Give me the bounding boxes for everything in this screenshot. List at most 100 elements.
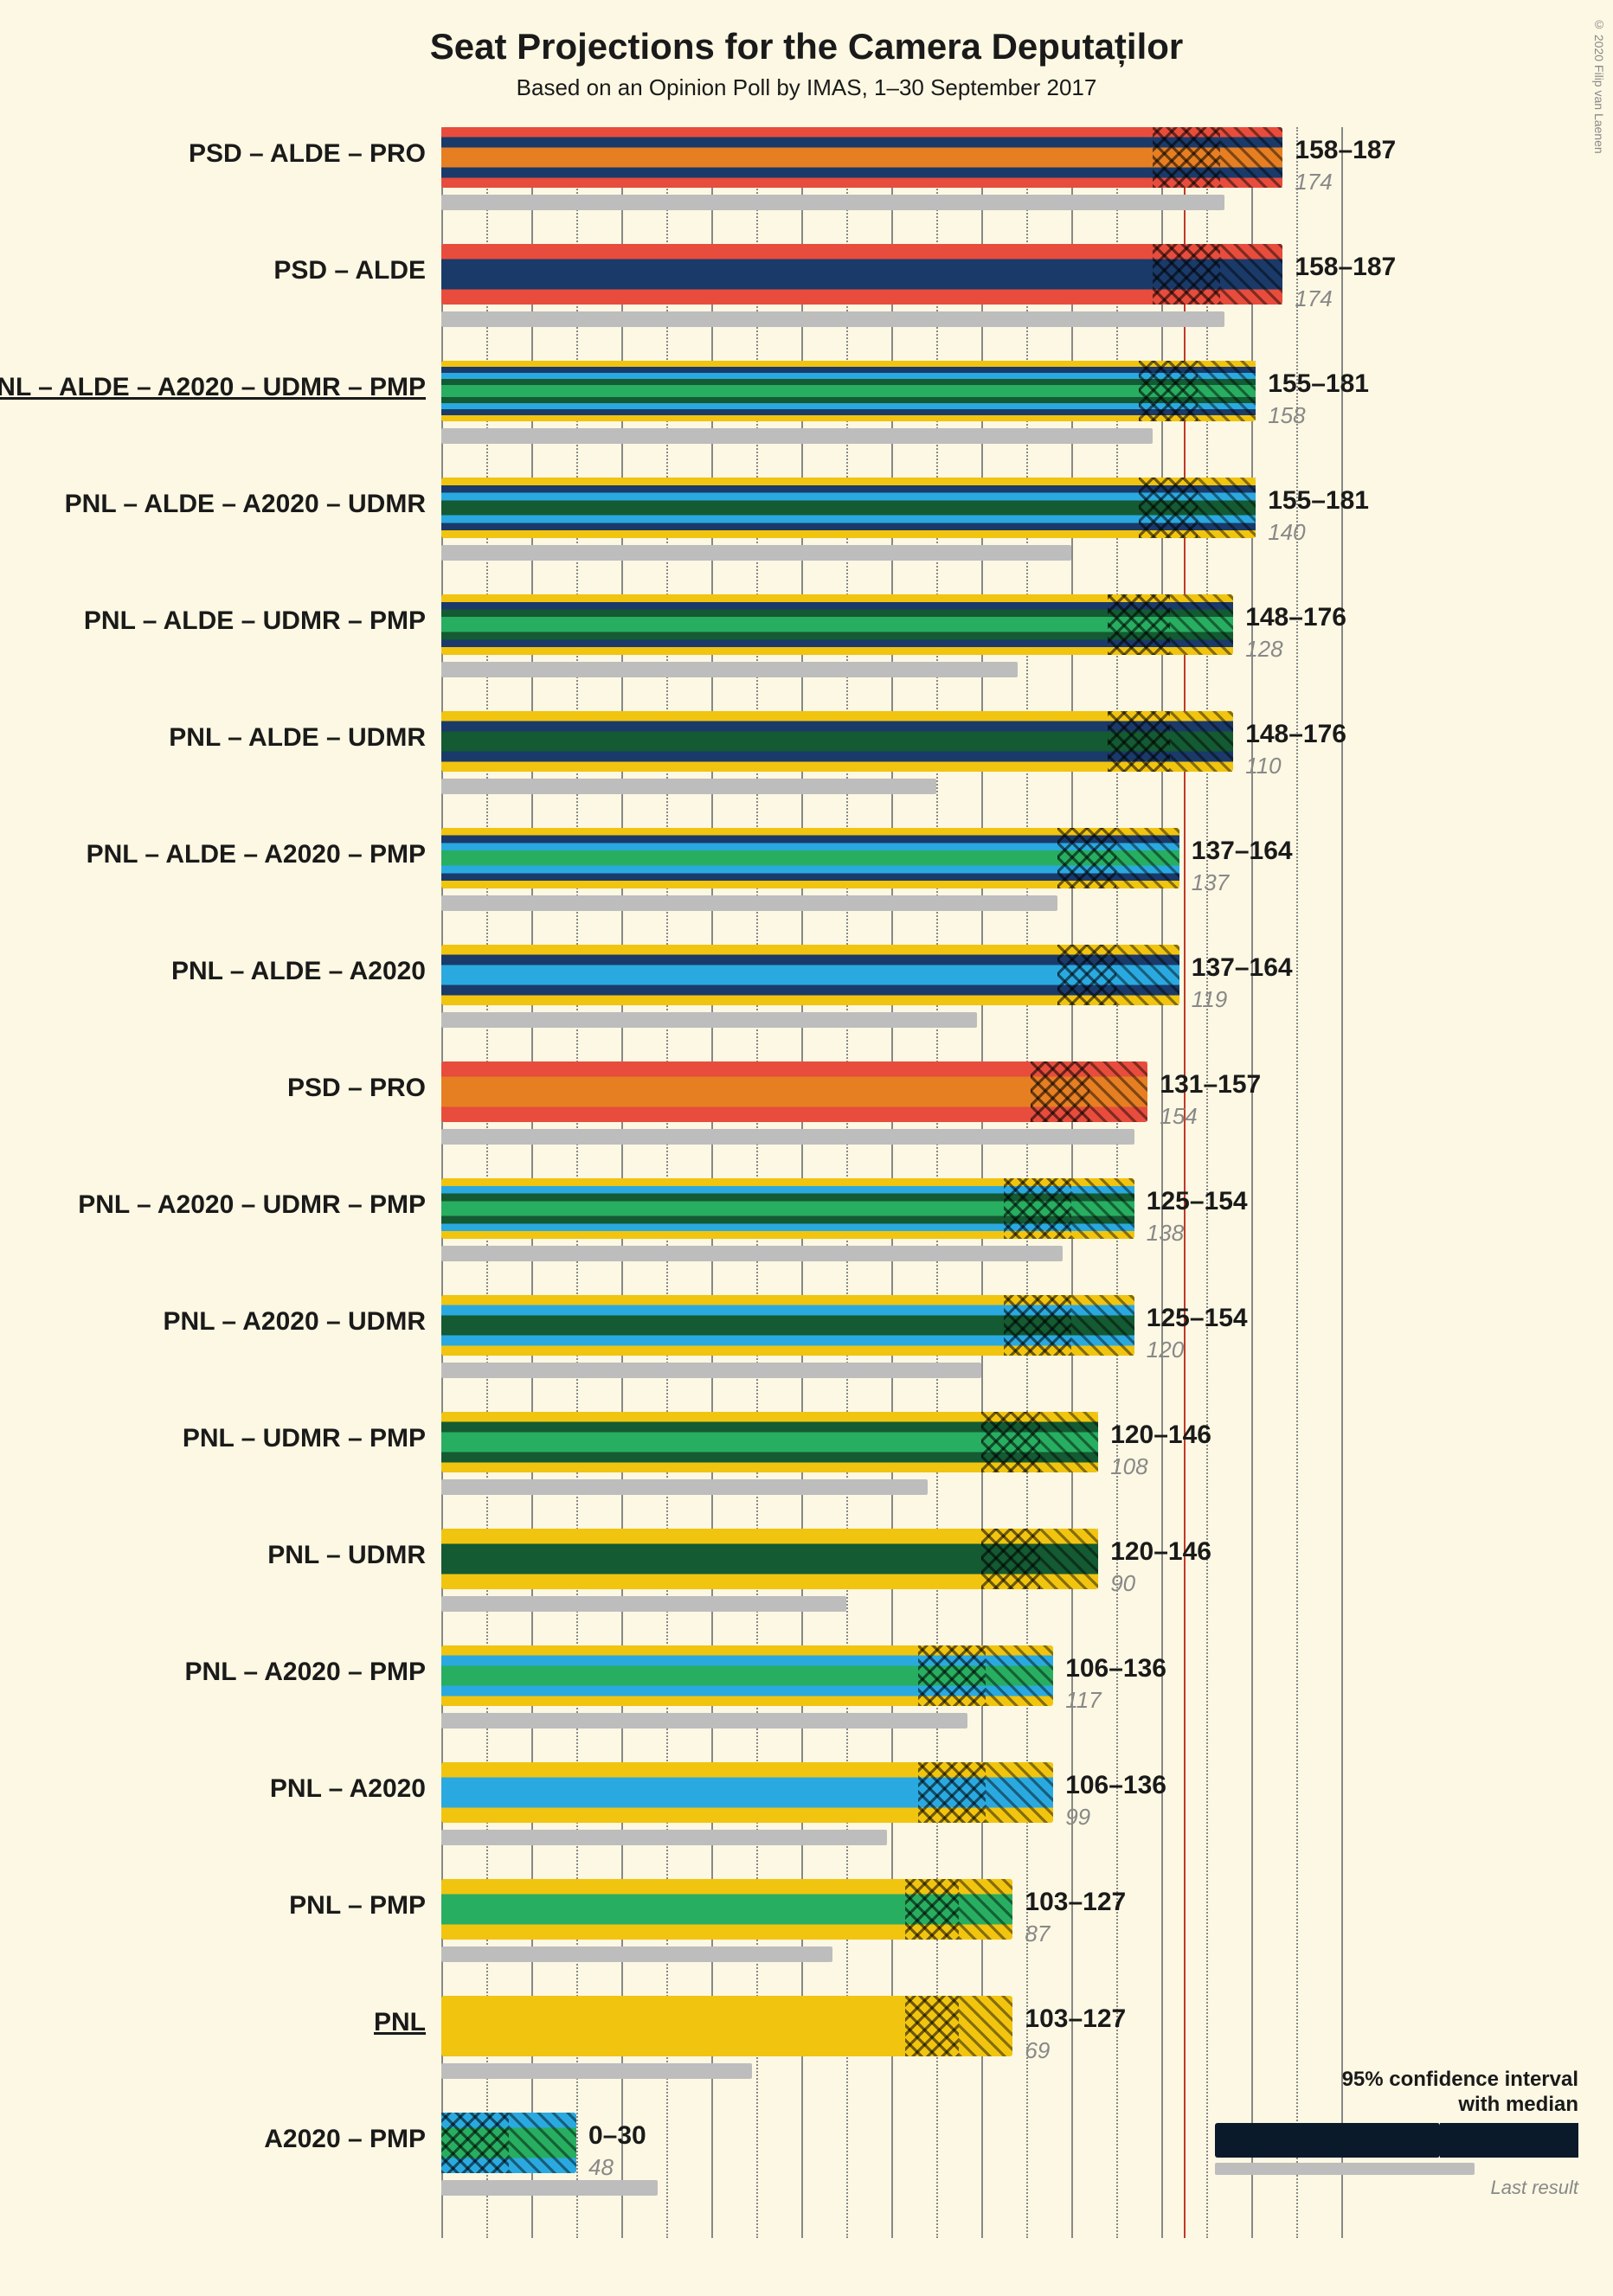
ci-low-to-median: [981, 1412, 1040, 1472]
legend-title-line2: with median: [1458, 2093, 1578, 2116]
coalition-row: PNL – A2020 – PMP106–136117: [441, 1645, 1480, 1762]
last-result-label: 48: [588, 2154, 614, 2181]
last-result-label: 110: [1245, 753, 1281, 779]
coalition-label: A2020 – PMP: [264, 2125, 426, 2154]
last-result-label: 117: [1065, 1687, 1101, 1714]
last-result-bar: [441, 1596, 846, 1612]
range-label: 0–30: [588, 2121, 646, 2151]
ci-median-to-high: [1071, 1295, 1134, 1356]
last-result-bar: [441, 895, 1057, 911]
copyright-label: © 2020 Filip van Laenen: [1592, 17, 1606, 154]
last-result-label: 174: [1295, 285, 1332, 312]
coalition-label: PNL – A2020 – UDMR – PMP: [78, 1190, 426, 1220]
last-result-label: 119: [1192, 986, 1227, 1013]
ci-median-to-high: [986, 1762, 1053, 1823]
ci-median-to-high: [1220, 127, 1283, 188]
last-result-bar: [441, 545, 1071, 561]
legend-title: 95% confidence interval with median: [1215, 2068, 1578, 2118]
coalition-label: PNL – ALDE – UDMR – PMP: [84, 606, 426, 636]
coalition-label: PNL – PMP: [289, 1891, 426, 1921]
coalition-row: PNL – ALDE – A2020137–164119: [441, 945, 1480, 1061]
last-result-bar: [441, 2063, 752, 2079]
last-result-bar: [441, 1363, 981, 1378]
last-result-bar: [441, 1946, 832, 1962]
coalition-label: PSD – ALDE – PRO: [189, 139, 426, 169]
last-result-label: 90: [1110, 1570, 1135, 1597]
range-label: 148–176: [1245, 720, 1346, 749]
coalition-row: PSD – ALDE158–187174: [441, 244, 1480, 361]
range-label: 131–157: [1160, 1070, 1261, 1100]
coalition-label: PNL – ALDE – UDMR: [169, 723, 426, 753]
legend-solid-bar: [1215, 2123, 1440, 2158]
ci-median-to-high: [1220, 244, 1283, 305]
coalition-row: PSD – ALDE – PRO158–187174: [441, 127, 1480, 244]
coalition-label: PNL – ALDE – A2020: [171, 957, 426, 986]
last-result-bar: [441, 1129, 1134, 1145]
last-result-bar: [441, 2180, 658, 2196]
ci-low-to-median: [1153, 127, 1220, 188]
range-label: 137–164: [1192, 953, 1293, 983]
coalition-row: PNL – A2020 – UDMR125–154120: [441, 1295, 1480, 1412]
ci-low-to-median: [1139, 361, 1198, 421]
range-label: 137–164: [1192, 837, 1293, 866]
coalition-row: PNL – ALDE – UDMR148–176110: [441, 711, 1480, 828]
ci-low-to-median: [1004, 1295, 1071, 1356]
range-label: 158–187: [1295, 253, 1396, 282]
legend-diag-hatch: [1501, 2123, 1578, 2158]
last-result-bar: [441, 195, 1224, 210]
coalition-row: PNL – ALDE – A2020 – PMP137–164137: [441, 828, 1480, 945]
ci-low-to-median: [441, 2113, 509, 2173]
ci-low-to-median: [1108, 711, 1171, 772]
projection-bar: [441, 478, 1256, 538]
coalition-row: PNL – A2020 – UDMR – PMP125–154138: [441, 1178, 1480, 1295]
last-result-label: 158: [1268, 402, 1305, 429]
coalition-label: PNL – ALDE – A2020 – PMP: [87, 840, 426, 869]
ci-low-to-median: [1108, 594, 1171, 655]
last-result-label: 87: [1025, 1921, 1050, 1947]
chart-title: Seat Projections for the Camera Deputați…: [0, 0, 1613, 67]
coalition-label: PNL – A2020 – PMP: [185, 1658, 426, 1687]
last-result-bar: [441, 1012, 977, 1028]
legend-last-label: Last result: [1491, 2177, 1579, 2199]
last-result-bar: [441, 1830, 887, 1845]
range-label: 155–181: [1268, 369, 1369, 399]
projection-bar: [441, 361, 1256, 421]
ci-median-to-high: [1071, 1178, 1134, 1239]
legend: 95% confidence interval with median Last…: [1215, 2068, 1578, 2158]
range-label: 120–146: [1110, 1537, 1211, 1567]
range-label: 106–136: [1065, 1771, 1166, 1800]
coalition-row: PNL – A2020106–13699: [441, 1762, 1480, 1879]
range-label: 120–146: [1110, 1421, 1211, 1450]
coalition-label: PNL – ALDE – A2020 – UDMR: [65, 490, 426, 519]
ci-median-to-high: [1116, 945, 1179, 1005]
ci-low-to-median: [918, 1645, 986, 1706]
ci-low-to-median: [1139, 478, 1198, 538]
last-result-label: 174: [1295, 169, 1332, 196]
ci-median-to-high: [1198, 361, 1256, 421]
ci-low-to-median: [905, 1996, 959, 2056]
coalition-label: PNL – A2020: [270, 1774, 426, 1804]
coalition-row: PNL – ALDE – UDMR – PMP148–176128: [441, 594, 1480, 711]
coalition-label: PNL: [374, 2008, 426, 2037]
last-result-label: 108: [1110, 1453, 1147, 1480]
ci-low-to-median: [1153, 244, 1220, 305]
last-result-bar: [441, 311, 1224, 327]
ci-median-to-high: [1089, 1061, 1148, 1122]
range-label: 158–187: [1295, 136, 1396, 165]
coalition-row: PNL – ALDE – A2020 – UDMR – PMP155–18115…: [441, 361, 1480, 478]
range-label: 125–154: [1147, 1187, 1248, 1216]
ci-median-to-high: [1198, 478, 1256, 538]
coalition-row: PSD – PRO131–157154: [441, 1061, 1480, 1178]
range-label: 103–127: [1025, 2004, 1126, 2034]
ci-low-to-median: [1057, 828, 1116, 888]
ci-low-to-median: [1004, 1178, 1071, 1239]
ci-median-to-high: [1170, 711, 1233, 772]
last-result-label: 140: [1268, 519, 1305, 546]
coalition-row: PNL – ALDE – A2020 – UDMR155–181140: [441, 478, 1480, 594]
last-result-bar: [441, 1479, 928, 1495]
last-result-label: 99: [1065, 1804, 1090, 1831]
coalition-label: PNL – A2020 – UDMR: [164, 1307, 426, 1337]
legend-last-bar: [1215, 2163, 1475, 2175]
coalition-row: PNL – UDMR120–14690: [441, 1529, 1480, 1645]
ci-median-to-high: [1040, 1412, 1099, 1472]
